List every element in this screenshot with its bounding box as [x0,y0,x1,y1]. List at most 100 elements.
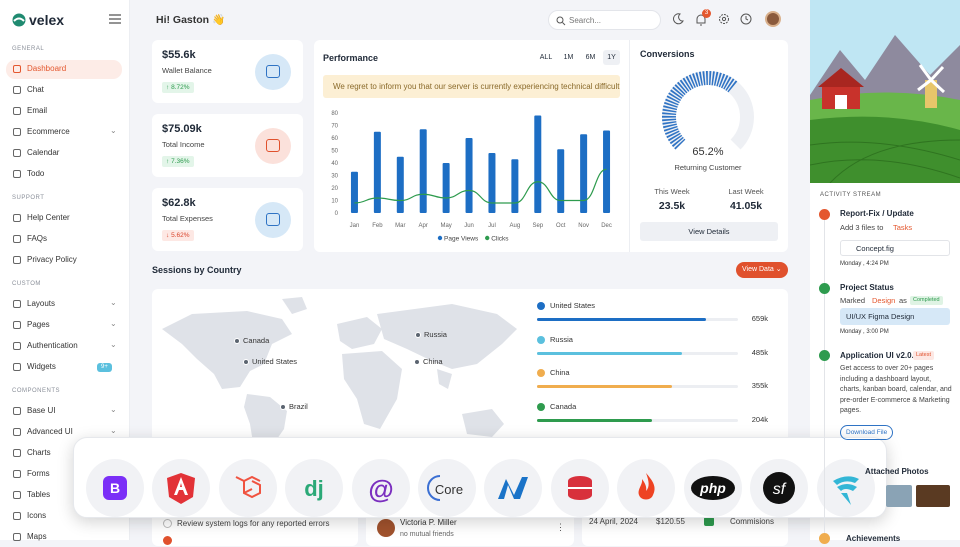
nav-item[interactable]: Help Center [6,209,122,228]
activity-link: Design [872,296,896,305]
nav-item[interactable]: Authentication ⌄ [6,337,122,356]
nav-label: Pages [27,320,50,329]
timeline-dot [819,283,830,294]
nav-item[interactable]: Charts [6,444,122,463]
country-name: Russia [550,334,573,344]
stack-logo[interactable] [551,459,609,517]
dotnet-core-logo[interactable]: Core [418,459,476,517]
nav-label: Authentication [27,341,78,350]
view-details-button[interactable]: View Details [640,222,778,241]
nav-item[interactable]: Privacy Policy [6,251,122,270]
symfony-logo[interactable]: sf [750,459,808,517]
activity-time: Monday , 4:24 PM [840,261,889,267]
x-tick-label: Mar [395,223,405,229]
map-label: United States [252,357,298,366]
bar [580,134,588,213]
nav-icon [13,491,21,499]
php-glyph: php [699,480,726,496]
nav-item[interactable]: Widgets 9+ [6,358,122,377]
nav-item[interactable]: Pages ⌄ [6,316,122,335]
map-label: Russia [424,330,447,339]
nav-label: Advanced UI [27,427,73,436]
swoosh-logo[interactable] [817,459,875,517]
view-data-label: View Data [742,266,774,273]
range-button[interactable]: 1Y [603,50,620,65]
country-value: 355k [751,381,768,390]
activity-description: Get access to over 20+ pages including a… [840,365,952,414]
y-tick-label: 50 [331,149,338,155]
clock[interactable] [740,13,752,25]
todo-checkbox[interactable] [163,536,172,545]
y-tick-label: 0 [335,211,339,217]
last-week-label: Last Week [728,187,764,196]
range-button[interactable]: 6M [585,54,596,61]
progress-bar [537,351,682,355]
nav-item[interactable]: Layouts ⌄ [6,295,122,314]
legend-label: Page Views [444,236,479,243]
nav-label: Widgets [27,362,56,371]
range-button[interactable]: 1M [563,54,574,61]
nav-item[interactable]: Icons [6,507,122,526]
nav-label: Layouts [27,299,56,308]
search-box[interactable]: Search... [548,10,661,30]
nav-item[interactable]: Base UI ⌄ [6,402,122,421]
stat-value: $55.6k [162,49,196,61]
nav-item[interactable]: Tables [6,486,122,505]
nav-label: Chat [27,85,44,94]
brand: velex [29,12,65,28]
nav-label: Dashboard [27,64,67,73]
sidebar: velex GENERAL Dashboard Chat Email Ecommerce… [0,0,130,541]
bar [373,131,381,213]
blazor-logo[interactable]: @ [352,459,410,517]
bootstrap-logo[interactable]: B [86,459,144,517]
view-data-button[interactable]: View Data ⌄ [736,262,788,278]
notifications[interactable] [695,13,707,26]
core-glyph: Core [435,482,463,497]
nav-item[interactable]: Todo [6,165,122,184]
more-menu[interactable]: ⋮ [556,522,565,532]
nav-item[interactable]: FAQs [6,230,122,249]
range-button[interactable]: ALL [539,54,553,61]
nav-label: FAQs [27,234,48,243]
stat-icon [255,202,291,238]
codeigniter-logo[interactable] [617,459,675,517]
nav-item[interactable]: Calendar [6,144,122,163]
nav-item[interactable]: Advanced UI ⌄ [6,423,122,442]
stat-icon [255,128,291,164]
php-logo[interactable]: php [684,459,742,517]
nav-item[interactable]: Chat [6,81,122,100]
bar [534,115,542,213]
theme-toggle[interactable] [672,13,684,25]
download-button[interactable]: Download File [840,425,894,440]
menu-toggle[interactable] [109,14,121,24]
django-logo[interactable]: dj [285,459,343,517]
x-tick-label: Apr [419,223,428,229]
nav-item[interactable]: Ecommerce ⌄ [6,123,122,142]
laravel-logo[interactable] [219,459,277,517]
activity-heading: Project Status [840,283,894,292]
bar [442,163,450,213]
activity-heading: Application UI v2.0.0 [840,351,919,360]
y-tick-label: 10 [331,199,338,205]
activity-title: ACTIVITY STREAM [820,192,882,198]
activity-text: as [899,296,907,305]
stat-label: Wallet Balance [162,66,212,75]
net-logo[interactable] [484,459,542,517]
x-tick-label: Jan [350,223,360,229]
photo [916,485,950,507]
gauge-track [662,71,754,150]
nav-item[interactable]: Email [6,102,122,121]
angular-logo[interactable] [152,459,210,517]
transaction-icon [704,517,714,526]
bar [419,129,427,213]
avatar[interactable] [765,11,781,27]
transaction-amount: $120.55 [656,517,685,526]
nav-item[interactable]: Forms [6,465,122,484]
nav-item[interactable]: Dashboard [6,60,122,79]
settings[interactable] [718,13,730,25]
nav-icon [13,449,21,457]
todo-checkbox[interactable] [163,519,172,528]
